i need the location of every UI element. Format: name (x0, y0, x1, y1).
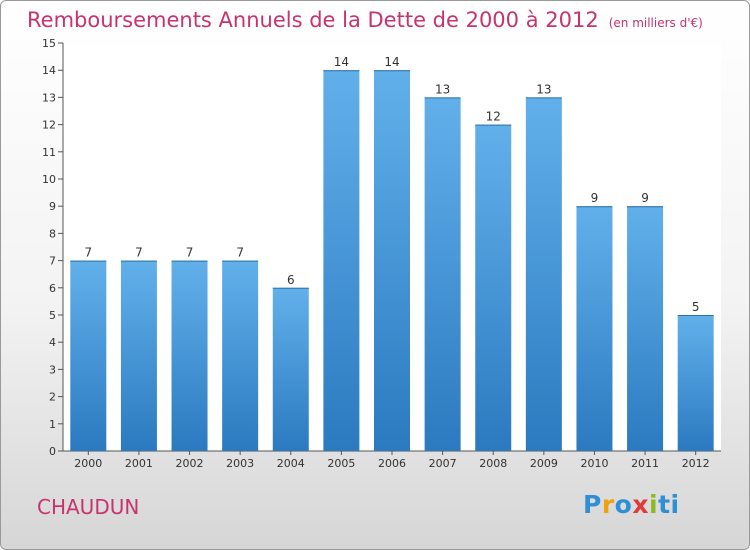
bar-value-label: 9 (641, 191, 649, 205)
y-tick-label: 15 (42, 37, 56, 50)
bar-value-label: 14 (334, 55, 349, 69)
bar-value-label: 9 (591, 191, 599, 205)
bar (677, 315, 714, 451)
bar-value-label: 7 (186, 246, 194, 260)
x-tick-label: 2009 (530, 457, 558, 470)
y-tick-label: 7 (49, 255, 56, 268)
bar-value-label: 5 (692, 300, 700, 314)
bar-value-label: 6 (287, 273, 295, 287)
x-tick-label: 2007 (429, 457, 457, 470)
bar (525, 97, 562, 452)
logo-letter: ti (658, 490, 680, 519)
x-tick-label: 2000 (74, 457, 102, 470)
chart-title-text: Remboursements Annuels de la Dette de 20… (27, 8, 599, 32)
x-tick-label: 2001 (125, 457, 153, 470)
x-tick-label: 2008 (479, 457, 507, 470)
bar-value-label: 13 (435, 82, 450, 96)
bar (70, 260, 107, 451)
x-tick-label: 2011 (631, 457, 659, 470)
x-tick-label: 2004 (277, 457, 305, 470)
x-tick-label: 2010 (580, 457, 608, 470)
y-tick-label: 1 (49, 418, 56, 431)
commune-name: CHAUDUN (37, 495, 140, 519)
logo-letter: P (583, 490, 602, 519)
logo-letter: i (649, 490, 659, 519)
bar (576, 206, 613, 451)
bar-value-label: 13 (536, 82, 551, 96)
y-tick-label: 0 (49, 445, 56, 458)
y-tick-label: 14 (42, 64, 56, 77)
y-tick-label: 4 (49, 336, 56, 349)
proxiti-logo: Proxiti (583, 490, 680, 519)
bar-value-label: 7 (135, 246, 143, 260)
chart-title: Remboursements Annuels de la Dette de 20… (27, 8, 703, 32)
x-tick-label: 2005 (327, 457, 355, 470)
y-tick-label: 5 (49, 309, 56, 322)
x-tick-label: 2002 (176, 457, 204, 470)
y-tick-label: 11 (42, 146, 56, 159)
bar-value-label: 7 (84, 246, 92, 260)
chart-unit: (en milliers d'€) (608, 16, 703, 30)
bar-value-label: 14 (384, 55, 399, 69)
x-tick-label: 2012 (682, 457, 710, 470)
y-tick-label: 12 (42, 119, 56, 132)
x-tick-label: 2006 (378, 457, 406, 470)
bar (171, 260, 208, 451)
bar-value-label: 7 (236, 246, 244, 260)
y-tick-label: 3 (49, 363, 56, 376)
bar (475, 124, 512, 451)
y-tick-label: 10 (42, 173, 56, 186)
bar (323, 70, 360, 451)
logo-letter: o (614, 490, 633, 519)
logo-letter: r (601, 490, 615, 519)
bar (374, 70, 410, 451)
logo-letter: x (632, 490, 649, 519)
y-tick-label: 6 (49, 282, 56, 295)
y-tick-label: 2 (49, 391, 56, 404)
bar (272, 287, 309, 451)
bar (120, 260, 157, 451)
x-tick-label: 2003 (226, 457, 254, 470)
bar (222, 260, 259, 451)
y-tick-label: 8 (49, 227, 56, 240)
y-tick-label: 13 (42, 91, 56, 104)
bar (627, 206, 664, 451)
bar (424, 97, 461, 452)
y-tick-label: 9 (49, 200, 56, 213)
bar-value-label: 12 (486, 110, 501, 124)
